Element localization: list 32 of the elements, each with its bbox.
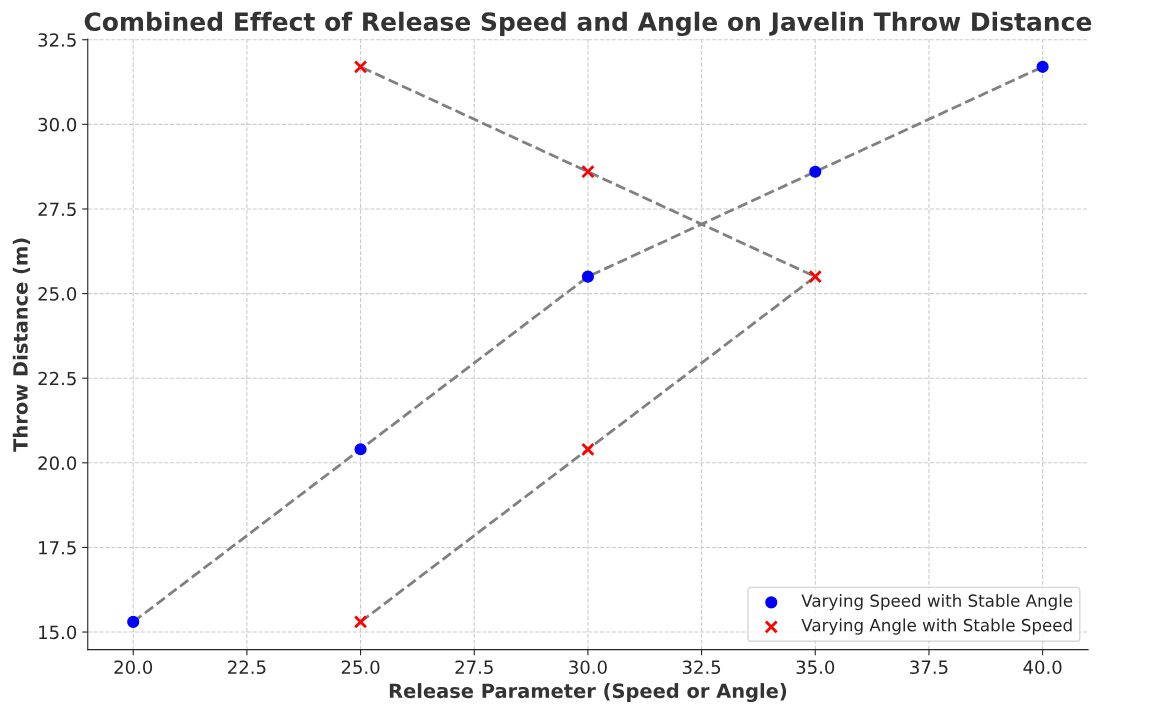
y-tick-label: 30.0: [38, 117, 77, 132]
y-tick-label: 22.5: [38, 371, 76, 386]
point: [353, 615, 368, 629]
x-tick-label: 32.5: [682, 660, 721, 675]
x-tick-label: 20.0: [114, 660, 153, 675]
point: [353, 60, 368, 74]
y-axis-title: Throw Distance (m): [12, 238, 31, 452]
y-tick-label: 20.0: [38, 456, 77, 470]
legend-label: Varying Angle with Stable Speed: [801, 618, 1072, 635]
point: [581, 164, 595, 179]
x-tick-label: 27.5: [455, 660, 493, 675]
x-tick-label: 30.0: [569, 660, 607, 675]
x-tick-label: 35.0: [796, 660, 835, 675]
x-tick-label: 37.5: [910, 660, 948, 675]
x-tick-label: 40.0: [1023, 660, 1062, 675]
point: [127, 615, 140, 628]
point: [581, 442, 595, 457]
y-tick-label: 17.5: [39, 541, 76, 555]
y-tick-label: 27.5: [38, 202, 76, 217]
x-tick-label: 22.5: [228, 660, 266, 675]
y-tick-label: 25.0: [38, 287, 77, 301]
point: [1036, 60, 1049, 73]
point: [581, 270, 594, 283]
x-axis-title: Release Parameter (Speed or Angle): [389, 683, 787, 703]
chart-title: Combined Effect of Release Speed and Angle on Javelin Throw Distance: [84, 11, 1092, 37]
point: [808, 269, 823, 284]
y-tick-label: 32.5: [38, 33, 76, 47]
point: [354, 443, 367, 456]
x-tick-label: 25.0: [341, 660, 380, 675]
y-tick-label: 15.0: [39, 625, 77, 640]
point: [809, 165, 822, 178]
legend-label: Varying Speed with Stable Angle: [801, 594, 1073, 611]
